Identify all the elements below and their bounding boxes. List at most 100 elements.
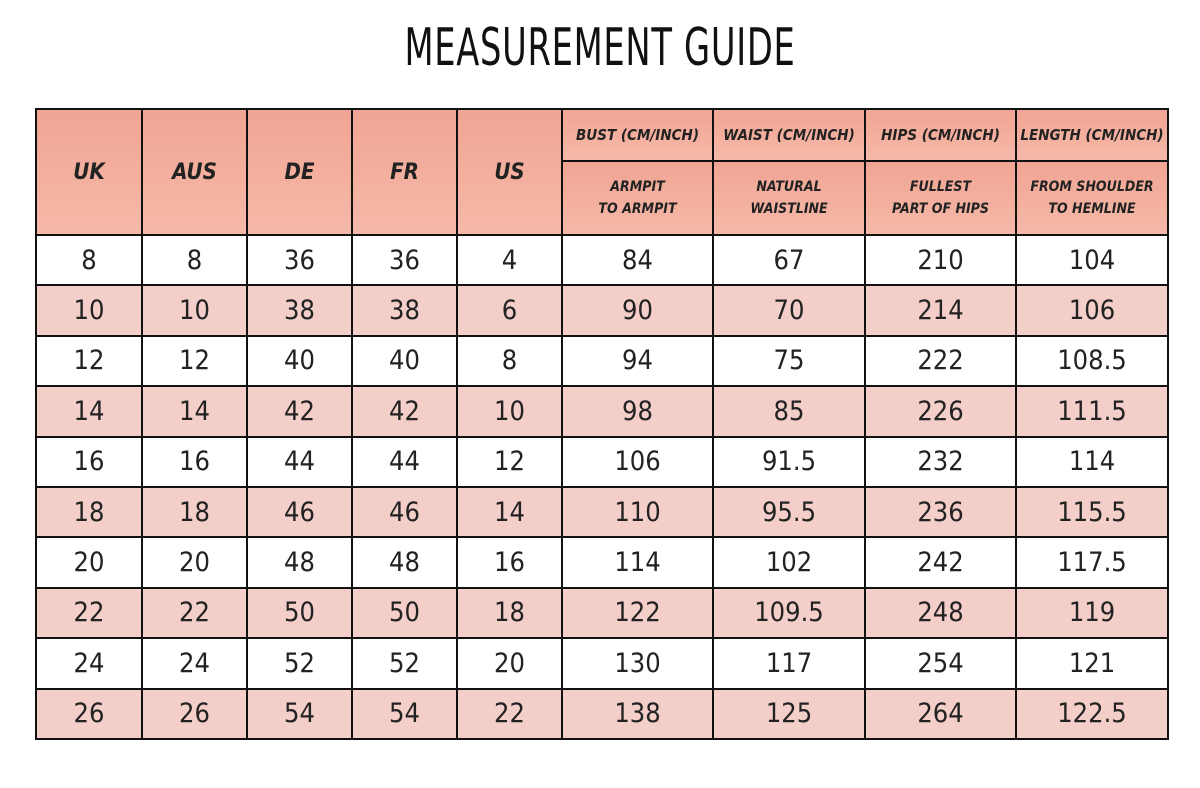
table-row: 14 14 42 42 10 98 85 226 111.5 — [35, 385, 1169, 438]
measure-header: BUST (CM/INCH) — [561, 108, 714, 162]
table-cell: 111.5 — [1015, 385, 1169, 438]
table-cell: 18 — [35, 485, 143, 539]
table-row: 24 24 52 52 20 130 117 254 121 — [35, 637, 1169, 690]
table-cell: 18 — [456, 586, 563, 640]
table-cell: 115.5 — [1015, 485, 1169, 539]
table-cell: 22 — [35, 586, 143, 640]
size-header: DE — [246, 108, 353, 236]
header-row: UK AUS DE FR US BUST (CM/INCH) WAIST (CM/INCH)… — [35, 108, 1169, 236]
table-row: 10 10 38 38 6 90 70 214 106 — [35, 284, 1169, 337]
table-cell: 50 — [246, 586, 353, 640]
table-cell: 85 — [712, 385, 866, 438]
table-cell: 12 — [456, 435, 563, 488]
table-cell: 75 — [712, 334, 866, 388]
table-row: 8 8 36 36 4 84 67 210 104 — [35, 233, 1169, 287]
table-cell: 114 — [1015, 435, 1169, 488]
table-cell: 122.5 — [1015, 687, 1169, 740]
table-cell: 102 — [712, 536, 866, 589]
table-cell: 67 — [712, 233, 866, 287]
table-cell: 48 — [351, 536, 458, 589]
size-header: US — [456, 108, 563, 236]
table-cell: 24 — [35, 637, 143, 690]
table-cell: 46 — [351, 485, 458, 539]
table-cell: 16 — [456, 536, 563, 589]
table-cell: 114 — [561, 536, 714, 589]
table-header: UK AUS DE FR US BUST (CM/INCH) WAIST (CM/INCH)… — [35, 108, 1169, 236]
table-cell: 40 — [246, 334, 353, 388]
table-cell: 42 — [246, 385, 353, 438]
table-cell: 6 — [456, 284, 563, 337]
measure-note: ARMPIT TO ARMPIT — [561, 160, 714, 236]
table-cell: 36 — [351, 233, 458, 287]
header-row: ARMPIT TO ARMPIT NATURAL WAISTLINE FULLEST… — [36, 160, 1169, 236]
table-cell: 121 — [1015, 637, 1169, 690]
table-cell: 14 — [141, 385, 248, 438]
table-cell: 214 — [864, 284, 1017, 337]
table-cell: 14 — [35, 385, 143, 438]
table-cell: 242 — [864, 536, 1017, 589]
table-cell: 38 — [246, 284, 353, 337]
measure-note: FROM SHOULDER TO HEMLINE — [1015, 160, 1169, 236]
table-cell: 117.5 — [1015, 536, 1169, 589]
title: MEASUREMENT GUIDE — [404, 18, 796, 78]
table-cell: 38 — [351, 284, 458, 337]
table-cell: 20 — [456, 637, 563, 690]
table-cell: 130 — [561, 637, 714, 690]
table-cell: 44 — [246, 435, 353, 488]
table-cell: 12 — [35, 334, 143, 388]
table-cell: 8 — [35, 233, 143, 287]
table-cell: 10 — [141, 284, 248, 337]
table-cell: 98 — [561, 385, 714, 438]
measure-note: NATURAL WAISTLINE — [712, 160, 866, 236]
table-cell: 54 — [351, 687, 458, 740]
table-row: 12 12 40 40 8 94 75 222 108.5 — [35, 334, 1169, 388]
table-cell: 222 — [864, 334, 1017, 388]
table-cell: 46 — [246, 485, 353, 539]
table-cell: 26 — [141, 687, 248, 740]
table-cell: 16 — [35, 435, 143, 488]
table-cell: 95.5 — [712, 485, 866, 539]
table-cell: 122 — [561, 586, 714, 640]
size-header: AUS — [141, 108, 248, 236]
table-cell: 248 — [864, 586, 1017, 640]
measure-header: HIPS (CM/INCH) — [864, 108, 1017, 162]
table-cell: 8 — [456, 334, 563, 388]
table-cell: 50 — [351, 586, 458, 640]
table-cell: 110 — [561, 485, 714, 539]
table-cell: 20 — [35, 536, 143, 589]
table-row: 26 26 54 54 22 138 125 264 122.5 — [35, 687, 1169, 740]
table-cell: 226 — [864, 385, 1017, 438]
table-row: 20 20 48 48 16 114 102 242 117.5 — [35, 536, 1169, 589]
measure-header: WAIST (CM/INCH) — [712, 108, 866, 162]
table-cell: 18 — [141, 485, 248, 539]
table-cell: 14 — [456, 485, 563, 539]
table-cell: 210 — [864, 233, 1017, 287]
table-cell: 91.5 — [712, 435, 866, 488]
table-cell: 236 — [864, 485, 1017, 539]
table-cell: 117 — [712, 637, 866, 690]
table-cell: 106 — [1015, 284, 1169, 337]
measure-header: LENGTH (CM/INCH) — [1015, 108, 1169, 162]
table-cell: 119 — [1015, 586, 1169, 640]
table-cell: 108.5 — [1015, 334, 1169, 388]
table-cell: 109.5 — [712, 586, 866, 640]
table-cell: 54 — [246, 687, 353, 740]
size-header: FR — [351, 108, 458, 236]
table-cell: 26 — [35, 687, 143, 740]
table-cell: 24 — [141, 637, 248, 690]
table-cell: 90 — [561, 284, 714, 337]
table-row: 18 18 46 46 14 110 95.5 236 115.5 — [35, 485, 1169, 539]
measurement-table: UK AUS DE FR US BUST (CM/INCH) WAIST (CM/INCH)… — [35, 108, 1169, 740]
table-cell: 138 — [561, 687, 714, 740]
table-cell: 94 — [561, 334, 714, 388]
table-cell: 70 — [712, 284, 866, 337]
table-cell: 254 — [864, 637, 1017, 690]
table-cell: 106 — [561, 435, 714, 488]
table-cell: 42 — [351, 385, 458, 438]
table-cell: 8 — [141, 233, 248, 287]
table-cell: 36 — [246, 233, 353, 287]
table-cell: 52 — [246, 637, 353, 690]
measure-note: FULLEST PART OF HIPS — [864, 160, 1017, 236]
table-cell: 4 — [456, 233, 563, 287]
table-cell: 104 — [1015, 233, 1169, 287]
